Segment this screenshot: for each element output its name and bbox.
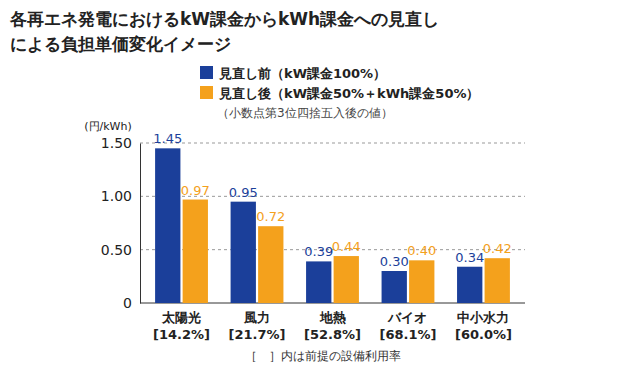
x-tick-label: 中小水力 [60.0%]: [455, 310, 512, 342]
x-axis: 太陽光 [14.2%] 風力 [21.7%] 地熱 [52.8%] バイオ [68.1%] 中小…: [141, 303, 526, 342]
y-tick: 1.50: [101, 135, 140, 151]
x-tick-label: バイオ [68.1%]: [379, 310, 436, 342]
subtitle: （小数点第3位四捨五入後の値）: [217, 106, 393, 120]
data-labels: 1.45 0.95 0.39 0.30 0.34 0.97 0.72 0.44 0.40 0.42: [153, 131, 511, 269]
legend-swatch: [200, 86, 213, 99]
x-tick-label-line: [21.7%]: [229, 327, 286, 342]
bar: [183, 200, 208, 303]
data-label: 0.97: [181, 183, 210, 198]
y-axis-title: (円/kWh): [84, 120, 132, 133]
bar: [485, 258, 510, 303]
bar: [382, 271, 407, 303]
x-tick-label: 地熱 [52.8%]: [304, 310, 361, 342]
x-tick: 中小水力 [60.0%]: [455, 303, 512, 342]
data-label: 0.30: [380, 254, 409, 269]
y-axis-line: [140, 144, 141, 304]
data-label: 0.72: [256, 209, 285, 224]
bar: [457, 267, 482, 303]
data-label: 0.39: [304, 244, 333, 259]
bar: [306, 261, 331, 303]
x-tick-label-line: 中小水力: [457, 310, 509, 325]
x-tick-label-line: [14.2%]: [153, 327, 210, 342]
legend-entry: 見直し前（kW課金100%）: [200, 66, 386, 81]
legend-swatch: [200, 66, 213, 79]
legend-label: 見直し後（kW課金50%＋kWh課金50%）: [218, 86, 479, 101]
data-label: 0.42: [483, 241, 512, 256]
x-tick-label-line: 地熱: [319, 310, 346, 325]
data-label: 0.44: [332, 239, 361, 254]
y-tick: 1.00: [101, 188, 140, 204]
bar: [258, 226, 283, 303]
grid-line: [140, 143, 525, 144]
y-axis: 0 0.50 1.00 1.50: [101, 135, 141, 311]
y-tick-label: 0.50: [101, 242, 132, 258]
data-label: 1.45: [153, 131, 182, 146]
data-label: 0.40: [407, 243, 436, 258]
x-tick-label-line: 風力: [243, 310, 270, 325]
y-tick-label: 0: [123, 295, 132, 311]
x-tick: 太陽光 [14.2%]: [153, 303, 210, 342]
y-tick-label: 1.50: [101, 135, 132, 151]
x-tick-label-line: バイオ: [387, 310, 427, 325]
legend-entry: 見直し後（kW課金50%＋kWh課金50%）: [200, 86, 479, 101]
title: 各再エネ発電におけるkW課金からkWh課金への見直し: [9, 9, 439, 29]
x-tick-label-line: [60.0%]: [455, 327, 512, 342]
data-label: 0.34: [455, 250, 484, 265]
annotation: ［ ］内は前提の設備利用率: [245, 349, 401, 363]
legend-label: 見直し前（kW課金100%）: [218, 66, 386, 81]
x-axis-line: [141, 303, 526, 304]
bar: [155, 148, 180, 303]
title: による負担単価変化イメージ: [10, 34, 231, 54]
grid: [140, 143, 525, 303]
x-tick: 地熱 [52.8%]: [304, 303, 361, 342]
x-tick-label-line: [52.8%]: [304, 327, 361, 342]
x-tick-label: 風力 [21.7%]: [229, 310, 286, 342]
x-tick: バイオ [68.1%]: [379, 303, 436, 342]
bar: [231, 202, 256, 303]
y-tick: 0: [123, 295, 140, 311]
x-tick: 風力 [21.7%]: [229, 303, 286, 342]
x-tick-label-line: [68.1%]: [379, 327, 436, 342]
x-tick-label-line: 太陽光: [161, 310, 201, 325]
chart: 各再エネ発電におけるkW課金からkWh課金への見直しによる負担単価変化イメージ見…: [0, 0, 630, 375]
bars: [155, 148, 510, 303]
x-tick-label: 太陽光 [14.2%]: [153, 310, 210, 342]
y-tick: 0.50: [101, 242, 140, 258]
y-tick-label: 1.00: [101, 188, 132, 204]
data-label: 0.95: [229, 185, 258, 200]
bar: [334, 256, 359, 303]
bar: [409, 260, 434, 303]
